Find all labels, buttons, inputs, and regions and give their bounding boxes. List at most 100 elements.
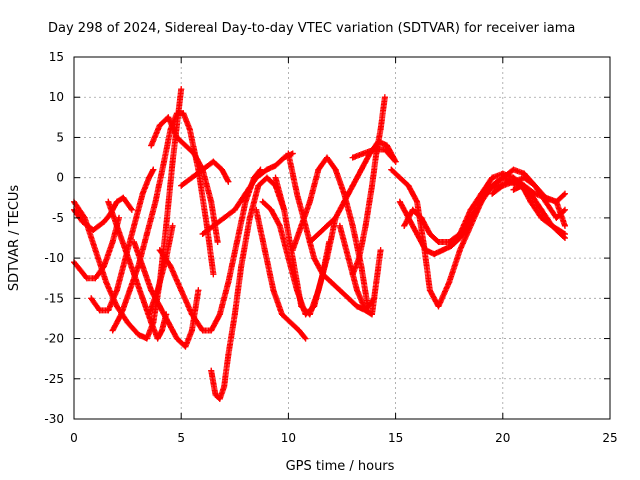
series-track-13 <box>199 150 296 237</box>
data-point <box>349 154 356 161</box>
y-tick-label: -5 <box>52 211 64 225</box>
data-point <box>281 206 288 213</box>
data-point <box>315 166 322 173</box>
data-point <box>88 295 95 302</box>
chart-title: Day 298 of 2024, Sidereal Day-to-day VTE… <box>48 21 575 36</box>
x-tick-label: 10 <box>281 431 296 445</box>
x-tick-label: 15 <box>388 431 403 445</box>
data-point <box>323 255 330 262</box>
data-point <box>113 287 120 294</box>
data-point <box>561 235 568 241</box>
data-point <box>188 311 195 318</box>
data-point <box>154 335 161 342</box>
data-point <box>289 247 296 254</box>
x-tick-label: 20 <box>495 431 510 445</box>
data-point <box>332 214 339 221</box>
data-point <box>527 198 534 205</box>
data-point <box>139 190 146 197</box>
data-point <box>178 287 185 294</box>
data-point <box>422 247 429 254</box>
data-point <box>169 158 176 165</box>
data-point <box>268 206 275 213</box>
data-point <box>139 295 146 302</box>
data-point <box>128 206 135 213</box>
data-point <box>210 158 217 165</box>
data-point <box>208 198 215 205</box>
series-track-12 <box>208 174 288 402</box>
data-point <box>238 263 245 270</box>
y-tick-label: -10 <box>44 251 64 265</box>
data-point <box>225 178 232 185</box>
data-point <box>113 222 120 229</box>
data-point <box>323 154 330 161</box>
data-point <box>101 263 108 270</box>
data-point <box>289 255 296 262</box>
data-point <box>225 351 232 358</box>
data-point <box>231 311 238 318</box>
series-track-20 <box>336 222 384 318</box>
data-point <box>381 94 388 101</box>
data-point <box>323 222 330 229</box>
y-tick-label: 15 <box>49 50 64 64</box>
x-tick-label: 5 <box>177 431 185 445</box>
data-point <box>109 239 116 246</box>
data-point <box>218 166 225 173</box>
data-point <box>180 110 187 117</box>
data-point <box>478 190 485 197</box>
data-point <box>214 239 221 246</box>
data-point <box>341 198 348 205</box>
data-point <box>246 214 253 221</box>
data-point <box>188 174 195 181</box>
data-point <box>272 174 279 181</box>
data-point <box>156 303 163 310</box>
data-point <box>362 222 369 229</box>
data-point <box>377 247 384 254</box>
data-point <box>414 198 421 205</box>
data-point <box>373 279 380 286</box>
data-point <box>499 174 506 181</box>
data-point <box>362 307 369 314</box>
data-point <box>225 279 232 286</box>
series-track-6 <box>109 110 217 334</box>
data-point <box>377 126 384 133</box>
data-point <box>538 206 545 213</box>
data-point <box>242 190 249 197</box>
data-point <box>358 263 365 270</box>
data-point <box>456 230 463 237</box>
data-point <box>332 166 339 173</box>
data-point <box>561 190 568 197</box>
data-point <box>135 331 142 338</box>
y-axis-label: SDTVAR / TECUs <box>7 185 22 292</box>
data-point <box>272 162 279 169</box>
y-tick-label: -25 <box>44 372 64 386</box>
data-point <box>489 190 496 197</box>
data-point <box>210 271 217 278</box>
data-point <box>278 311 285 318</box>
data-point <box>77 267 84 274</box>
data-point <box>392 158 399 165</box>
data-point <box>354 287 361 294</box>
data-point-markers <box>396 198 481 258</box>
data-point <box>306 198 313 205</box>
x-tick-label: 25 <box>602 431 617 445</box>
data-point <box>216 311 223 318</box>
data-point <box>131 239 138 246</box>
y-tick-label: -30 <box>44 412 64 426</box>
data-point <box>381 146 388 153</box>
data-point <box>302 335 309 342</box>
data-point <box>270 287 277 294</box>
data-point <box>448 243 455 250</box>
data-point <box>113 198 120 205</box>
data-point <box>336 287 343 294</box>
data-point <box>126 287 133 294</box>
data-point <box>431 251 438 258</box>
data-point <box>396 198 403 205</box>
data-point <box>195 287 202 294</box>
data-point <box>467 206 474 213</box>
data-point <box>306 239 313 246</box>
data-point <box>158 327 165 334</box>
data-point <box>208 367 215 374</box>
data-point <box>212 391 219 398</box>
series-track-30 <box>478 166 568 229</box>
data-point <box>446 279 453 286</box>
